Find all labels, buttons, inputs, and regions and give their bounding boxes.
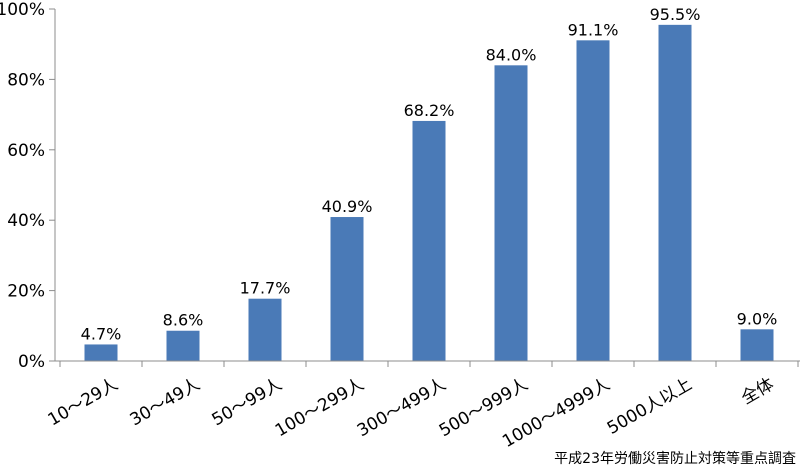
- bar-value-label: 17.7%: [240, 279, 291, 298]
- bar: [494, 65, 528, 361]
- bar: [84, 344, 118, 361]
- x-category-label: 30～49人: [127, 374, 204, 430]
- x-category-label: 300～499人: [354, 374, 450, 441]
- y-tick-label: 80%: [7, 70, 45, 90]
- y-tick-label: 0%: [18, 352, 45, 372]
- y-tick-label: 60%: [7, 141, 45, 161]
- bar-value-label: 8.6%: [163, 311, 204, 330]
- x-category-label: 10～29人: [45, 374, 122, 430]
- bar-value-label: 95.5%: [650, 5, 701, 24]
- bar-value-label: 9.0%: [737, 309, 778, 328]
- x-category-label: 全体: [738, 374, 777, 408]
- y-tick-label: 40%: [7, 211, 45, 231]
- bar-value-label: 68.2%: [404, 101, 455, 120]
- bar: [248, 298, 282, 361]
- bar-value-label: 40.9%: [322, 197, 373, 216]
- x-category-label: 100～299人: [272, 374, 368, 441]
- x-category-label: 5000人以上: [604, 374, 696, 438]
- bar-value-label: 4.7%: [81, 324, 122, 343]
- bar: [330, 217, 364, 361]
- y-tick-label: 20%: [7, 282, 45, 302]
- bar: [166, 330, 200, 361]
- x-axis-labels: 10～29人 30～49人 50～99人100～299人300～499人500～99…: [45, 374, 778, 452]
- bar: [740, 329, 774, 361]
- source-note: 平成23年労働災害防止対策等重点調査: [554, 450, 796, 467]
- y-tick-label: 100%: [0, 0, 45, 20]
- bar: [576, 40, 610, 361]
- y-axis: 0% 20% 40% 60% 80% 100%: [0, 0, 799, 372]
- bar: [412, 120, 446, 361]
- bar-value-label: 91.1%: [568, 20, 619, 39]
- bars: [84, 24, 774, 362]
- bar-value-label: 84.0%: [486, 45, 537, 64]
- data-labels: 4.7% 8.6% 17.7% 40.9% 68.2% 84.0% 91.1% 95.5% 9.…: [81, 5, 778, 344]
- bar: [658, 24, 692, 362]
